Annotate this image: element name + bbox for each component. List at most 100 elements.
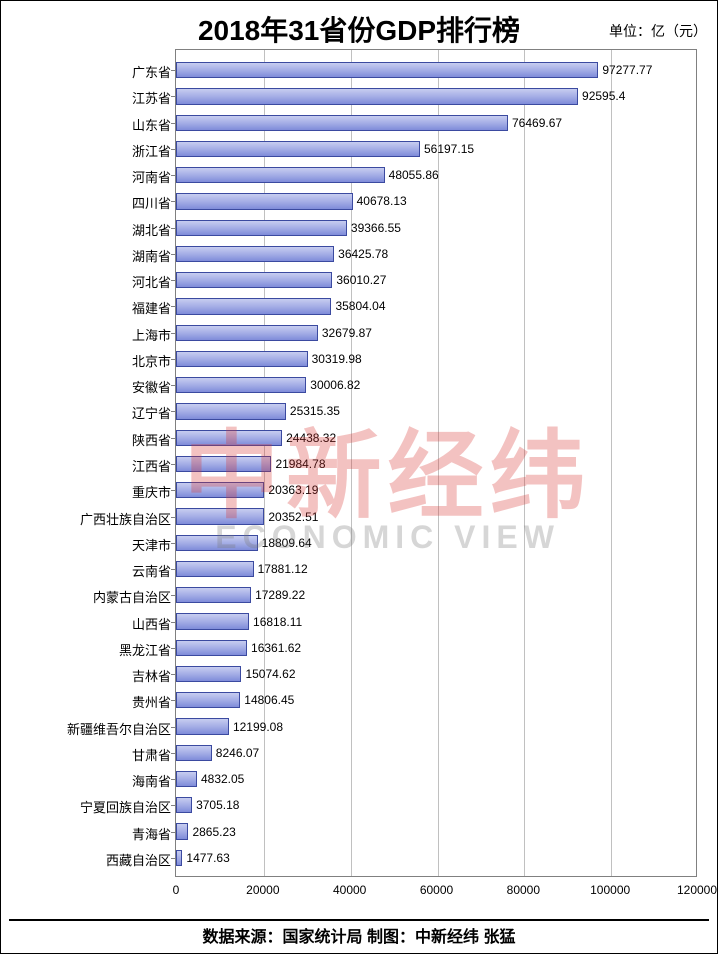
value-label: 21984.78 xyxy=(275,457,325,471)
bar xyxy=(176,298,331,314)
category-label: 重庆市 xyxy=(132,482,171,501)
x-tick-label: 60000 xyxy=(420,883,453,897)
value-label: 8246.07 xyxy=(216,746,259,760)
category-label: 江苏省 xyxy=(132,88,171,107)
y-tick xyxy=(171,411,175,412)
y-tick xyxy=(171,858,175,859)
bar xyxy=(176,377,306,393)
x-tick-label: 120000 xyxy=(677,883,717,897)
category-label: 贵州省 xyxy=(132,692,171,711)
footer-credit: 数据来源：国家统计局 制图：中新经纬 张猛 xyxy=(9,923,709,947)
value-label: 20363.19 xyxy=(268,483,318,497)
value-label: 20352.51 xyxy=(268,510,318,524)
category-label: 吉林省 xyxy=(132,666,171,685)
plot-area: 020000400006000080000100000120000广东省9727… xyxy=(21,49,697,905)
category-label: 青海省 xyxy=(132,824,171,843)
y-tick xyxy=(171,753,175,754)
value-label: 14806.45 xyxy=(244,693,294,707)
bar xyxy=(176,666,241,682)
value-label: 56197.15 xyxy=(424,142,474,156)
bar xyxy=(176,272,332,288)
value-label: 30319.98 xyxy=(312,352,362,366)
y-tick xyxy=(171,648,175,649)
category-label: 福建省 xyxy=(132,298,171,317)
value-label: 36425.78 xyxy=(338,247,388,261)
footer-rule xyxy=(9,919,709,921)
y-tick xyxy=(171,254,175,255)
x-tick-label: 40000 xyxy=(333,883,366,897)
category-label: 四川省 xyxy=(132,193,171,212)
value-label: 18809.64 xyxy=(262,536,312,550)
category-label: 陕西省 xyxy=(132,430,171,449)
bar xyxy=(176,88,578,104)
category-label: 河北省 xyxy=(132,272,171,291)
value-label: 32679.87 xyxy=(322,326,372,340)
y-tick xyxy=(171,595,175,596)
bar xyxy=(176,141,420,157)
value-label: 16361.62 xyxy=(251,641,301,655)
y-tick xyxy=(171,543,175,544)
category-label: 辽宁省 xyxy=(132,403,171,422)
bar xyxy=(176,508,264,524)
y-tick xyxy=(171,385,175,386)
value-label: 4832.05 xyxy=(201,772,244,786)
value-label: 15074.62 xyxy=(245,667,295,681)
category-label: 黑龙江省 xyxy=(119,640,171,659)
category-label: 安徽省 xyxy=(132,377,171,396)
category-label: 山西省 xyxy=(132,614,171,633)
y-tick xyxy=(171,490,175,491)
bar xyxy=(176,246,334,262)
category-label: 新疆维吾尔自治区 xyxy=(67,719,171,738)
bar xyxy=(176,482,264,498)
value-label: 39366.55 xyxy=(351,221,401,235)
value-label: 24438.32 xyxy=(286,431,336,445)
bar xyxy=(176,430,282,446)
category-label: 内蒙古自治区 xyxy=(93,587,171,606)
x-tick-label: 80000 xyxy=(507,883,540,897)
category-label: 北京市 xyxy=(132,351,171,370)
gridline xyxy=(524,50,525,876)
y-tick xyxy=(171,569,175,570)
y-tick xyxy=(171,832,175,833)
category-label: 宁夏回族自治区 xyxy=(80,797,171,816)
value-label: 76469.67 xyxy=(512,116,562,130)
y-tick xyxy=(171,779,175,780)
x-tick-label: 0 xyxy=(173,883,180,897)
category-label: 河南省 xyxy=(132,167,171,186)
bar xyxy=(176,692,240,708)
y-tick xyxy=(171,228,175,229)
x-tick-label: 100000 xyxy=(590,883,630,897)
bar xyxy=(176,193,353,209)
y-tick xyxy=(171,149,175,150)
value-label: 40678.13 xyxy=(357,194,407,208)
bar xyxy=(176,351,308,367)
bar xyxy=(176,745,212,761)
bar xyxy=(176,587,251,603)
y-tick xyxy=(171,70,175,71)
category-label: 云南省 xyxy=(132,561,171,580)
chart-canvas: 2018年31省份GDP排行榜 单位：亿（元） 0200004000060000… xyxy=(0,0,718,954)
gridline xyxy=(611,50,612,876)
value-label: 12199.08 xyxy=(233,720,283,734)
bar xyxy=(176,115,508,131)
y-tick xyxy=(171,175,175,176)
bar xyxy=(176,718,229,734)
value-label: 16818.11 xyxy=(253,615,302,629)
category-label: 天津市 xyxy=(132,535,171,554)
unit-label: 单位：亿（元） xyxy=(609,21,707,41)
bar xyxy=(176,561,254,577)
y-tick xyxy=(171,280,175,281)
value-label: 35804.04 xyxy=(335,299,385,313)
bar xyxy=(176,850,182,866)
y-tick xyxy=(171,438,175,439)
y-tick xyxy=(171,333,175,334)
value-label: 36010.27 xyxy=(336,273,386,287)
y-tick xyxy=(171,464,175,465)
category-label: 广东省 xyxy=(132,62,171,81)
value-label: 97277.77 xyxy=(602,63,652,77)
y-tick xyxy=(171,674,175,675)
value-label: 3705.18 xyxy=(196,798,239,812)
bar xyxy=(176,797,192,813)
y-tick xyxy=(171,201,175,202)
category-label: 上海市 xyxy=(132,325,171,344)
